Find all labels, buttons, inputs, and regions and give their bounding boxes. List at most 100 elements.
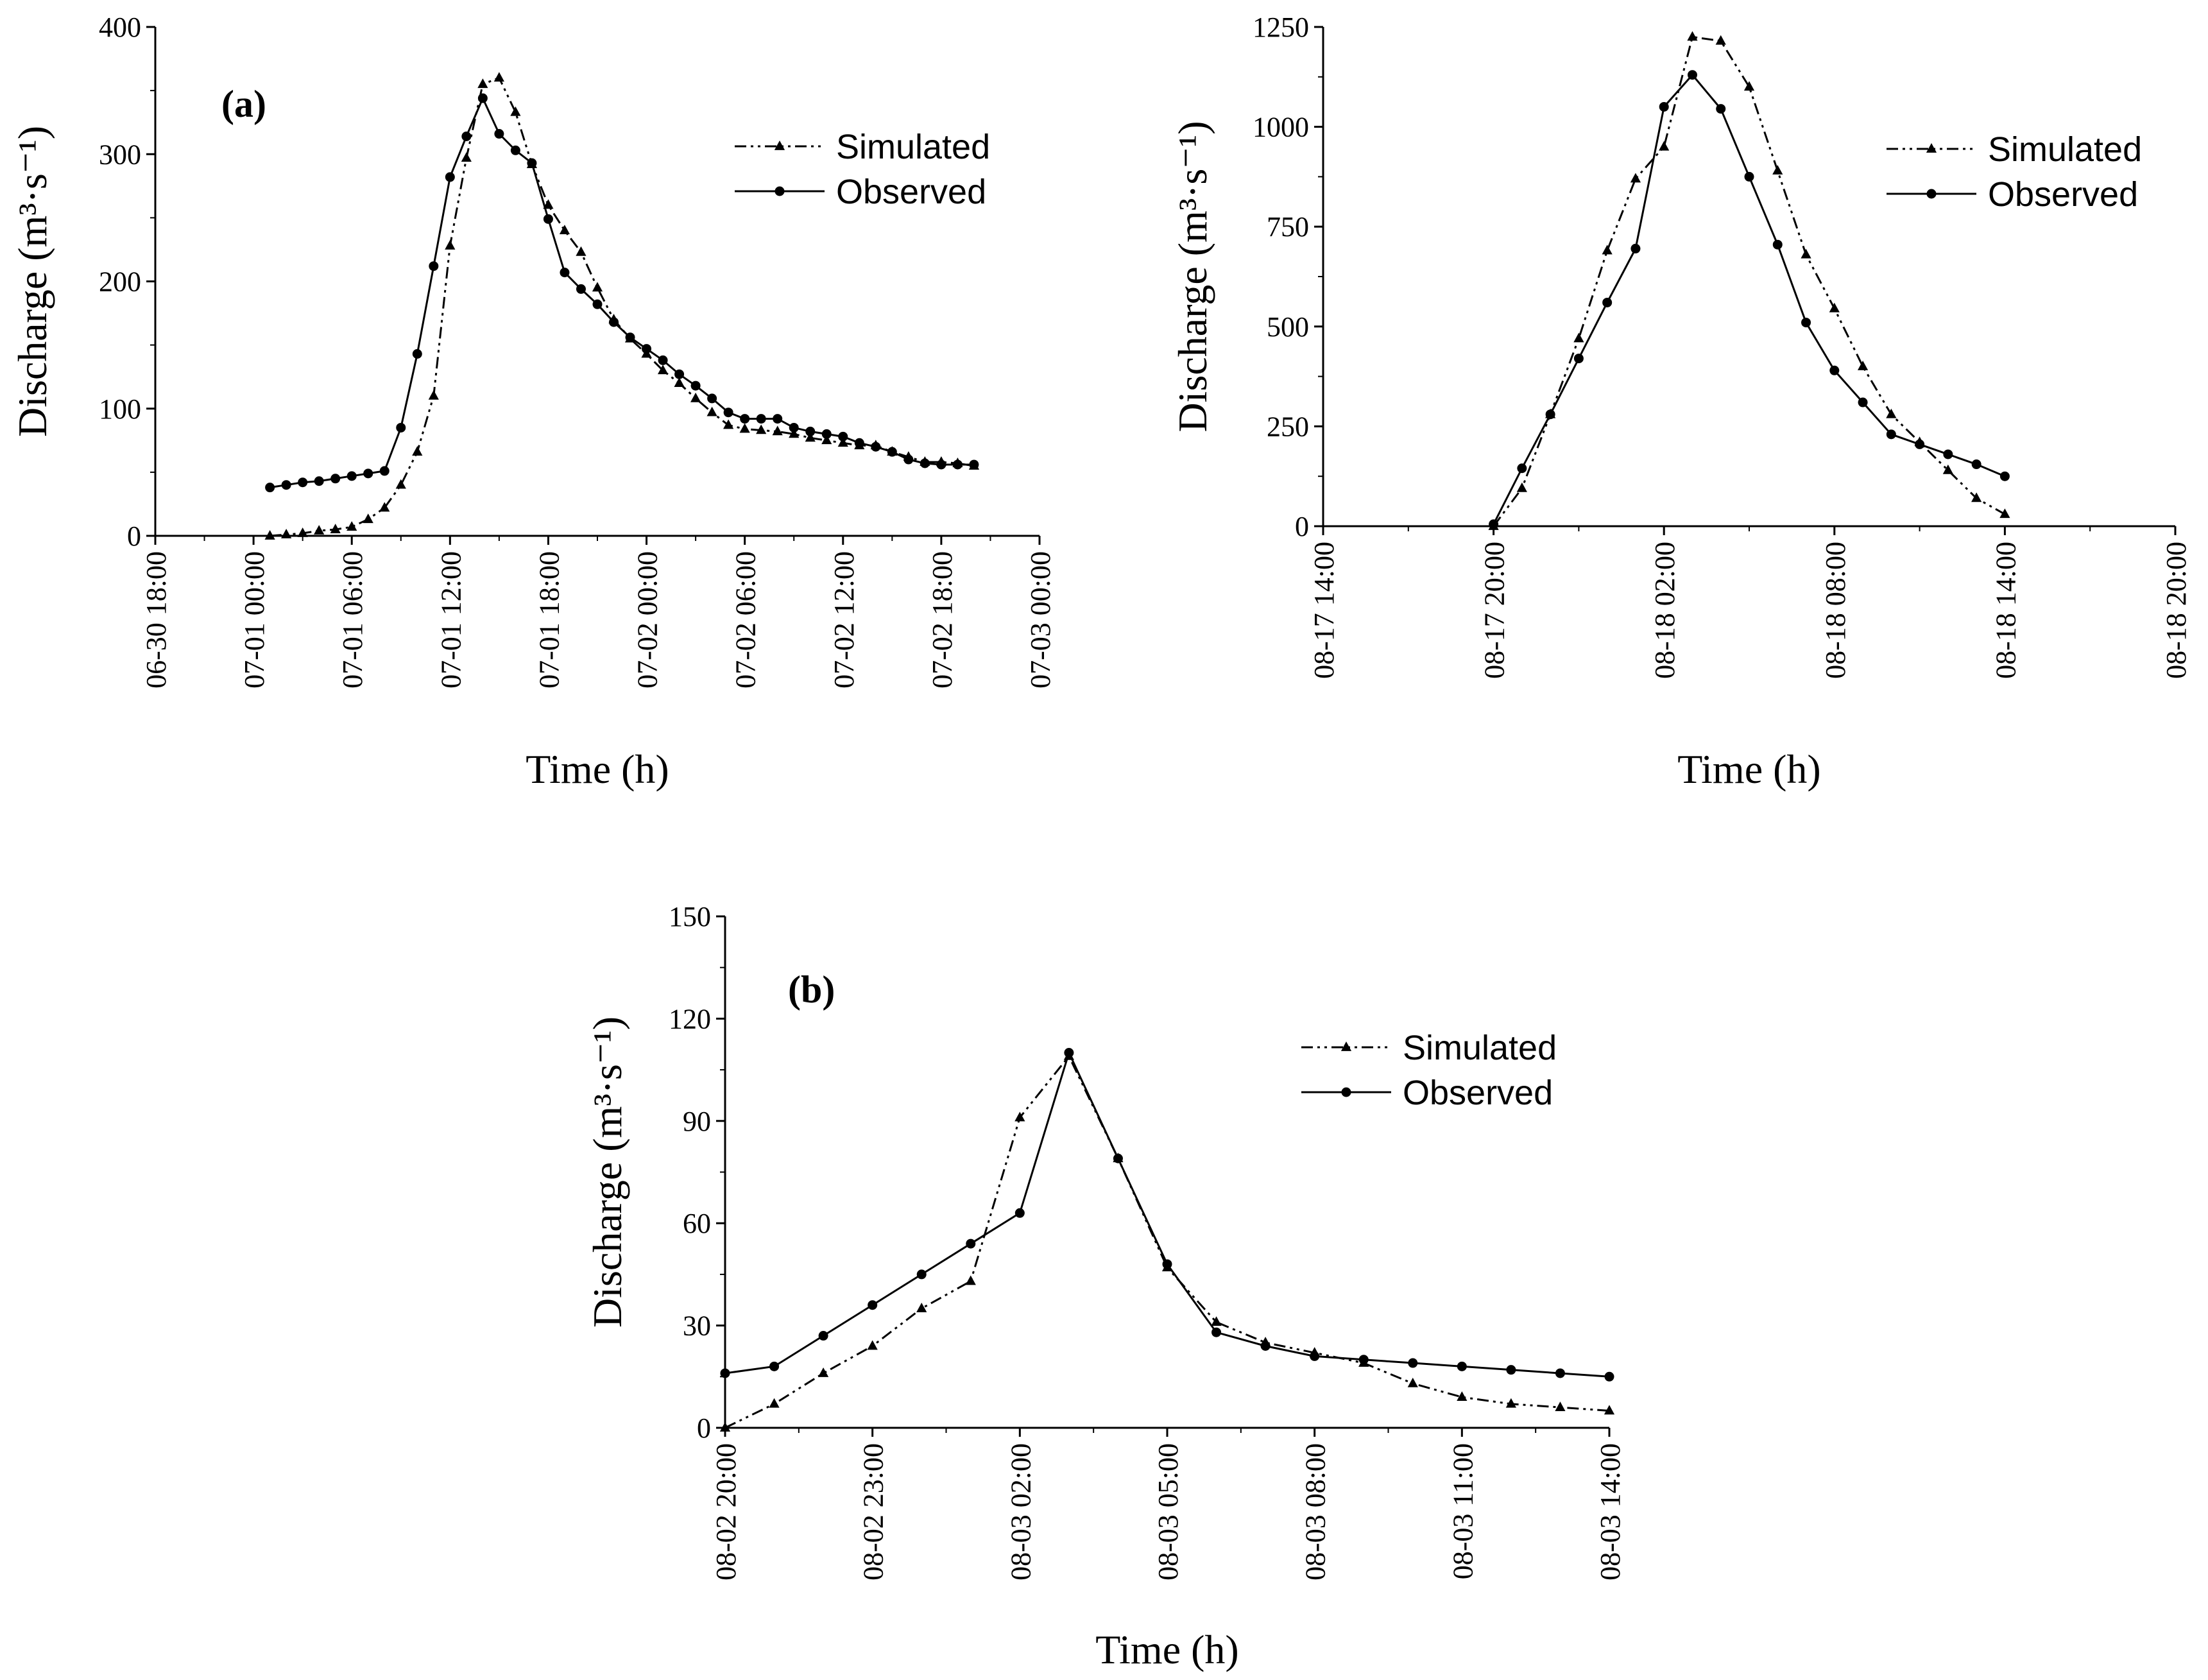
- y-tick-label: 500: [1267, 311, 1309, 343]
- simulated-data-point: [690, 392, 701, 402]
- simulated-data-point: [363, 513, 373, 524]
- simulated-data-point: [1505, 1398, 1516, 1408]
- y-tick-label: 250: [1267, 411, 1309, 442]
- observed-data-point: [916, 1269, 927, 1280]
- y-tick-label: 1000: [1253, 112, 1309, 143]
- observed-data-point: [1162, 1259, 1172, 1269]
- simulated-data-point: [1659, 141, 1670, 151]
- simulated-data-point: [674, 377, 685, 387]
- observed-data-point: [1772, 239, 1783, 250]
- simulated-data-point: [412, 446, 423, 456]
- observed-data-point: [838, 431, 848, 441]
- legend-label: Observed: [1403, 1074, 1553, 1112]
- simulated-data-point: [916, 1303, 927, 1312]
- observed-data-point: [1602, 297, 1613, 307]
- simulated-data-point: [789, 428, 800, 438]
- observed-data-point: [379, 466, 389, 476]
- x-tick-label: 07-02 18:00: [927, 551, 958, 689]
- observed-data-point: [527, 158, 537, 168]
- observed-data-point: [445, 172, 455, 182]
- simulated-data-point: [1630, 173, 1641, 183]
- observed-data-point: [871, 441, 881, 452]
- x-tick-label: 08-18 14:00: [1990, 542, 2021, 679]
- observed-data-point: [805, 426, 816, 436]
- x-tick-label: 07-01 12:00: [435, 551, 466, 689]
- observed-data-point: [1943, 449, 1953, 459]
- simulated-data-point: [1743, 81, 1755, 91]
- observed-data-point: [690, 381, 701, 391]
- observed-data-point: [773, 414, 783, 424]
- observed-data-point: [314, 476, 324, 486]
- chart-a: 0 100 200 300 400 06-30 18:00 07-01 00:00 07-01…: [10, 12, 1056, 792]
- observed-data-point: [412, 349, 422, 359]
- observed-data-point: [609, 317, 619, 327]
- x-tick-label: 08-03 02:00: [1005, 1443, 1036, 1581]
- simulated-data-point: [330, 524, 341, 533]
- chart-top-right: 0 250 500 750 1000 1250 08-17 14:00 08-17 20:00…: [1170, 12, 2192, 792]
- simulated-data-point: [297, 527, 308, 537]
- observed-data-point: [887, 447, 897, 457]
- x-tick-label: 08-18 08:00: [1820, 542, 1851, 679]
- observed-data-point: [674, 369, 685, 379]
- x-axis-title: Time (h): [526, 746, 669, 792]
- legend-marker-triangle: [1340, 1041, 1352, 1051]
- observed-data-point: [1659, 101, 1669, 112]
- y-tick-label: 100: [99, 393, 141, 425]
- observed-data-point: [1687, 70, 1697, 80]
- observed-data-point: [429, 261, 439, 271]
- simulated-data-point: [281, 529, 292, 538]
- x-tick-label: 08-18 02:00: [1649, 542, 1681, 679]
- observed-data-point: [1545, 409, 1555, 420]
- simulated-data-point: [1555, 1401, 1566, 1411]
- simulated-data-point: [314, 525, 325, 535]
- observed-data-point: [740, 414, 750, 424]
- observed-data-point: [461, 131, 472, 141]
- x-tick-label: 07-02 00:00: [632, 551, 663, 689]
- observed-data-point: [1260, 1341, 1271, 1351]
- simulated-data-point: [1602, 244, 1613, 255]
- x-tick-label: 07-01 00:00: [239, 551, 270, 689]
- simulated-data-point: [559, 225, 570, 235]
- legend-marker-triangle: [774, 141, 785, 150]
- legend-marker-circle: [1341, 1087, 1351, 1097]
- x-tick-label: 07-02 06:00: [730, 551, 762, 689]
- observed-data-point: [1573, 354, 1584, 364]
- observed-data-point: [707, 393, 717, 404]
- simulated-data-point: [1211, 1316, 1222, 1326]
- simulated-data-point: [1801, 248, 1811, 259]
- observed-data-point: [281, 480, 291, 490]
- simulated-data-point: [1857, 361, 1869, 370]
- observed-data-point: [1971, 459, 1981, 470]
- x-tick-label: 06-30 18:00: [141, 551, 172, 689]
- observed-data-point: [720, 1368, 730, 1378]
- observed-data-point: [952, 459, 963, 470]
- observed-data-point: [330, 474, 341, 484]
- observed-data-point: [1517, 463, 1527, 474]
- observed-data-point: [936, 459, 946, 470]
- simulated-data-point: [805, 432, 816, 442]
- observed-data-point: [818, 1331, 828, 1341]
- simulated-data-point: [756, 424, 767, 434]
- simulated-data-point: [706, 406, 717, 416]
- observed-data-point: [1915, 439, 1925, 449]
- observed-data-point: [1604, 1371, 1614, 1382]
- observed-data-point: [1358, 1355, 1369, 1365]
- simulated-data-point: [1971, 492, 1982, 502]
- observed-data-point: [1801, 318, 1811, 328]
- panel-label: (a): [221, 83, 266, 125]
- observed-data-point: [1113, 1153, 1123, 1163]
- y-axis-title: Discharge (m³·s⁻¹): [10, 126, 55, 437]
- observed-data-point: [756, 414, 766, 424]
- observed-data-point: [789, 422, 799, 433]
- y-tick-label: 1250: [1253, 12, 1309, 43]
- observed-data-point: [543, 214, 553, 224]
- observed-data-point: [396, 422, 406, 433]
- y-tick-label: 30: [683, 1310, 711, 1342]
- simulated-data-point: [719, 1422, 731, 1432]
- observed-data-point: [1506, 1365, 1516, 1375]
- x-axis-title: Time (h): [1677, 746, 1820, 792]
- observed-data-point: [1744, 171, 1754, 182]
- simulated-data-point: [477, 78, 488, 89]
